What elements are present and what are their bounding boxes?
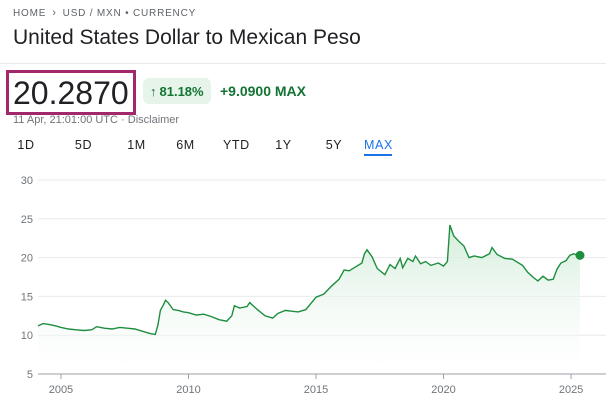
y-tick-label: 25 [21,214,33,226]
arrow-up-icon: ↑ [150,83,157,99]
x-tick-label: 2010 [176,384,200,396]
x-tick-label: 2020 [431,384,455,396]
breadcrumb: HOME › USD / MXN • CURRENCY [13,7,196,19]
x-tick-label: 2025 [559,384,583,396]
change-absolute: +9.0900 MAX [220,83,306,99]
y-tick-label: 20 [21,253,33,265]
x-axis-ticks: 2005 2010 2015 2020 2025 [49,374,583,396]
range-tabs: 1D 5D 1M 6M YTD 1Y 5Y MAX [16,137,392,157]
breadcrumb-pair-link[interactable]: USD / MXN • CURRENCY [62,7,197,19]
price-line [37,224,581,336]
page-title: United States Dollar to Mexican Peso [13,26,361,49]
x-tick-label: 2015 [304,384,328,396]
chevron-right-icon: › [52,7,57,19]
tab-1d[interactable]: 1D [17,138,35,152]
change-percent-badge: ↑ 81.18% [143,78,211,104]
price-area-fill [38,225,580,374]
tab-ytd[interactable]: YTD [223,138,250,152]
current-price: 20.2870 [6,70,136,115]
tab-5d[interactable]: 5D [74,138,93,152]
timestamp-disclaimer: 11 Apr, 21:01:00 UTC · Disclaimer [13,114,180,126]
y-axis-ticks: 5 10 15 20 25 30 [21,175,33,381]
y-tick-label: 15 [21,291,33,303]
tab-1m[interactable]: 1M [127,138,146,152]
y-tick-label: 10 [21,330,33,342]
x-tick-label: 2005 [49,384,73,396]
y-tick-label: 5 [27,369,33,381]
y-tick-label: 30 [21,175,33,187]
latest-price-dot [575,250,585,260]
divider [0,63,606,64]
tab-5y[interactable]: 5Y [325,138,343,152]
tab-1y[interactable]: 1Y [275,138,292,152]
breadcrumb-home-link[interactable]: HOME [13,7,47,19]
tab-max[interactable]: MAX [364,137,392,156]
change-percent: 81.18% [159,83,204,99]
tab-6m[interactable]: 6M [176,138,195,152]
